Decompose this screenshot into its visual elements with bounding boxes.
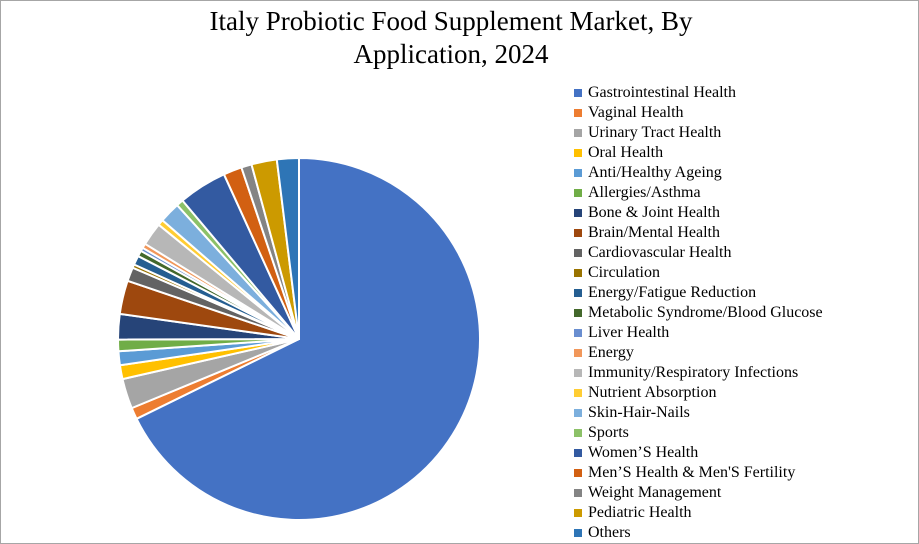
legend-swatch bbox=[574, 329, 582, 337]
legend-swatch bbox=[574, 529, 582, 537]
legend-label: Cardiovascular Health bbox=[588, 244, 732, 261]
legend-item: Nutrient Absorption bbox=[574, 383, 716, 403]
pie-chart bbox=[116, 157, 481, 521]
legend-item: Brain/Mental Health bbox=[574, 223, 720, 243]
legend-swatch bbox=[574, 389, 582, 397]
legend-swatch bbox=[574, 369, 582, 377]
legend-item: Others bbox=[574, 523, 631, 543]
legend-label: Oral Health bbox=[588, 144, 664, 161]
legend-item: Allergies/Asthma bbox=[574, 183, 701, 203]
legend-item: Immunity/Respiratory Infections bbox=[574, 363, 798, 383]
legend-item: Urinary Tract Health bbox=[574, 123, 721, 143]
legend-label: Weight Management bbox=[588, 484, 722, 501]
legend-label: Circulation bbox=[588, 264, 660, 281]
legend-label: Others bbox=[588, 524, 631, 541]
legend-item: Vaginal Health bbox=[574, 103, 684, 123]
legend-swatch bbox=[574, 469, 582, 477]
legend-swatch bbox=[574, 269, 582, 277]
legend-swatch bbox=[574, 169, 582, 177]
legend-label: Skin-Hair-Nails bbox=[588, 404, 690, 421]
legend-label: Immunity/Respiratory Infections bbox=[588, 364, 799, 381]
legend-item: Liver Health bbox=[574, 323, 669, 343]
legend-swatch bbox=[574, 249, 582, 257]
legend-swatch bbox=[574, 149, 582, 157]
legend-item: Weight Management bbox=[574, 483, 721, 503]
legend-item: Skin-Hair-Nails bbox=[574, 403, 690, 423]
legend-swatch bbox=[574, 489, 582, 497]
legend-item: Metabolic Syndrome/Blood Glucose bbox=[574, 303, 823, 323]
legend-swatch bbox=[574, 349, 582, 357]
chart-title: Italy Probiotic Food Supplement Market, … bbox=[209, 6, 693, 69]
legend-item: Circulation bbox=[574, 263, 660, 283]
legend-label: Energy bbox=[588, 344, 634, 361]
legend-swatch bbox=[574, 109, 582, 117]
legend-item: Gastrointestinal Health bbox=[574, 83, 736, 103]
legend-label: Gastrointestinal Health bbox=[588, 84, 736, 101]
legend-item: Bone & Joint Health bbox=[574, 203, 720, 223]
legend-swatch bbox=[574, 309, 582, 317]
legend-item: Men’S Health & Men'S Fertility bbox=[574, 463, 795, 483]
legend-item: Energy/Fatigue Reduction bbox=[574, 283, 756, 303]
legend-label: Bone & Joint Health bbox=[588, 204, 720, 221]
legend-swatch bbox=[574, 129, 582, 137]
legend-item: Oral Health bbox=[574, 143, 663, 163]
legend-label: Women’S Health bbox=[588, 444, 699, 461]
legend-swatch bbox=[574, 209, 582, 217]
legend-label: Metabolic Syndrome/Blood Glucose bbox=[588, 304, 823, 321]
legend-swatch bbox=[574, 189, 582, 197]
legend-swatch bbox=[574, 409, 582, 417]
legend-label: Nutrient Absorption bbox=[588, 384, 717, 401]
legend-item: Cardiovascular Health bbox=[574, 243, 732, 263]
legend-item: Energy bbox=[574, 343, 634, 363]
legend-label: Allergies/Asthma bbox=[588, 184, 701, 201]
legend-item: Pediatric Health bbox=[574, 503, 692, 523]
legend-swatch bbox=[574, 229, 582, 237]
legend-label: Vaginal Health bbox=[588, 104, 684, 121]
legend-label: Urinary Tract Health bbox=[588, 124, 722, 141]
legend-swatch bbox=[574, 449, 582, 457]
legend-label: Men’S Health & Men'S Fertility bbox=[588, 464, 796, 481]
legend-swatch bbox=[574, 89, 582, 97]
legend-swatch bbox=[574, 429, 582, 437]
pie-slice-22 bbox=[275, 157, 300, 340]
legend-item: Anti/Healthy Ageing bbox=[574, 163, 722, 183]
legend-label: Brain/Mental Health bbox=[588, 224, 720, 241]
legend-item: Sports bbox=[574, 423, 629, 443]
legend-swatch bbox=[574, 289, 582, 297]
legend-label: Sports bbox=[588, 424, 629, 441]
legend-label: Energy/Fatigue Reduction bbox=[588, 284, 757, 301]
legend-label: Anti/Healthy Ageing bbox=[588, 164, 722, 181]
legend-label: Pediatric Health bbox=[588, 504, 692, 521]
legend-item: Women’S Health bbox=[574, 443, 698, 463]
legend-label: Liver Health bbox=[588, 324, 670, 341]
pie-slice-0 bbox=[135, 157, 481, 521]
legend-swatch bbox=[574, 509, 582, 517]
